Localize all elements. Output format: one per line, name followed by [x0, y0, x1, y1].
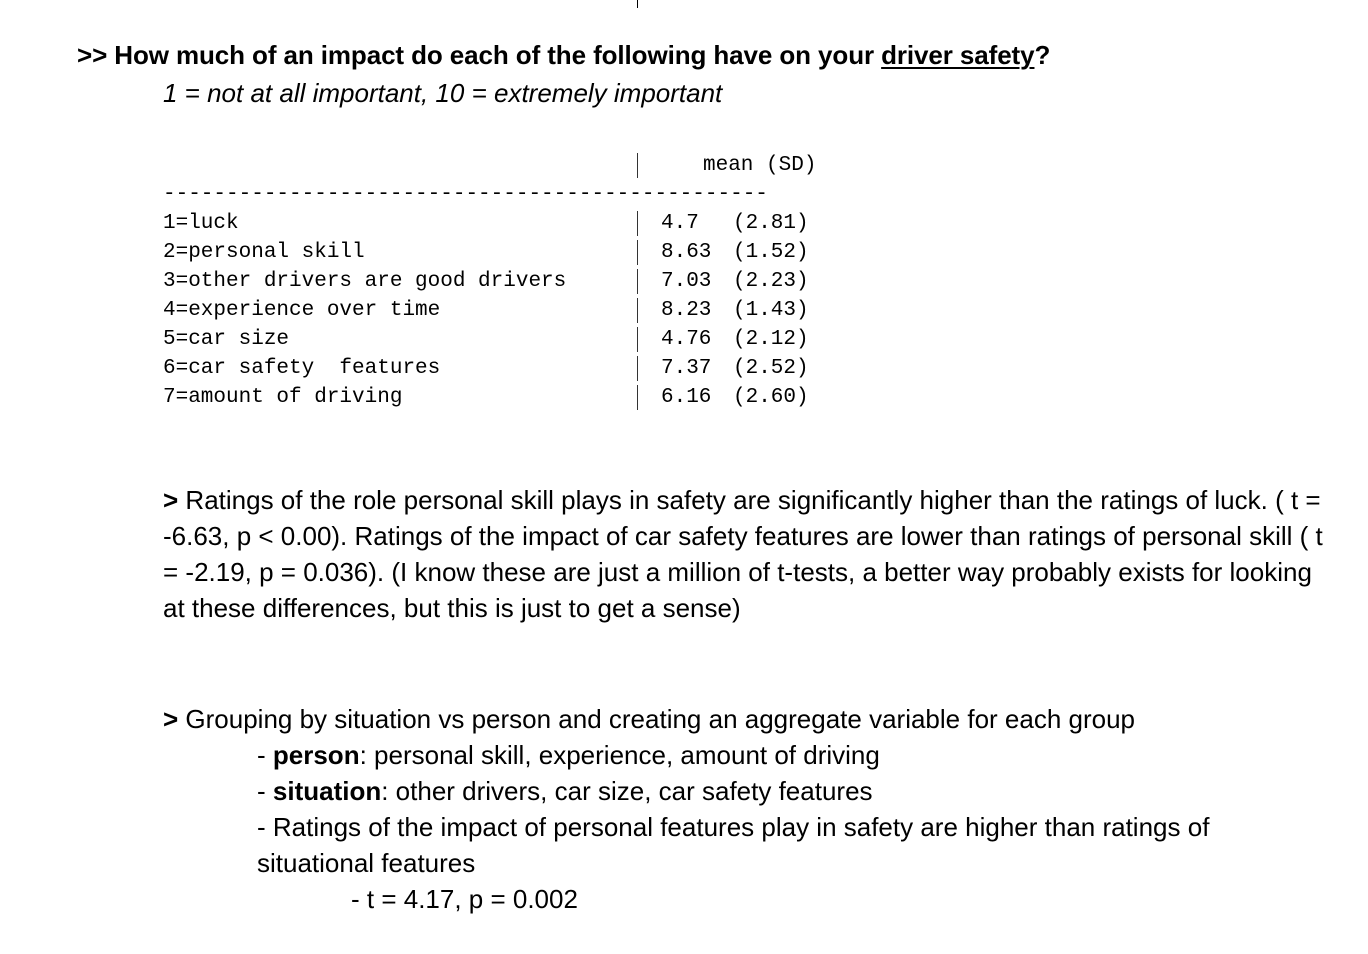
row-mean: 8.63	[661, 241, 712, 264]
ttest-findings-paragraph: > Ratings of the role personal skill pla…	[163, 482, 1323, 626]
paragraph-text: Ratings of the role personal skill plays…	[163, 485, 1323, 623]
row-sd: (2.52)	[733, 357, 809, 380]
comparison-stat: - t = 4.17, p = 0.002	[351, 884, 578, 914]
column-divider	[637, 327, 638, 352]
top-rule-fragment	[637, 0, 638, 8]
group-description: : personal skill, experience, amount of …	[359, 740, 880, 770]
list-dash: -	[257, 776, 273, 806]
row-label: 1=luck	[163, 212, 239, 235]
row-sd: (2.60)	[733, 386, 809, 409]
row-mean: 6.16	[661, 386, 712, 409]
list-dash: -	[257, 740, 273, 770]
comparison-item: - Ratings of the impact of personal feat…	[257, 812, 1210, 878]
row-sd: (2.23)	[733, 270, 809, 293]
group-term: situation	[272, 776, 382, 806]
table-row: 6=car safety features 7.37 (2.52)	[163, 354, 843, 383]
bullet-marker: >	[163, 485, 179, 515]
column-divider	[637, 211, 638, 236]
question-prefix: >> How much of an impact do each of the …	[77, 40, 882, 70]
grouping-paragraph: > Grouping by situation vs person and cr…	[163, 701, 1323, 737]
survey-question: >> How much of an impact do each of the …	[77, 40, 1050, 71]
row-mean: 7.37	[661, 357, 712, 380]
row-label: 7=amount of driving	[163, 386, 403, 409]
situation-group-item: - situation: other drivers, car size, ca…	[257, 773, 873, 809]
row-mean: 8.23	[661, 299, 712, 322]
column-divider	[637, 356, 638, 381]
stat-table: mean (SD) ------------------------------…	[163, 151, 843, 412]
person-group-item: - person: personal skill, experience, am…	[257, 737, 880, 773]
group-term: person	[272, 740, 360, 770]
paragraph-text: Grouping by situation vs person and crea…	[178, 704, 1136, 734]
table-row: 7=amount of driving 6.16 (2.60)	[163, 383, 843, 412]
table-row: 1=luck 4.7 (2.81)	[163, 209, 843, 238]
column-divider	[637, 269, 638, 294]
scale-note: 1 = not at all important, 10 = extremely…	[163, 78, 723, 108]
row-mean: 7.03	[661, 270, 712, 293]
table-row: 3=other drivers are good drivers 7.03 (2…	[163, 267, 843, 296]
row-sd: (2.81)	[733, 212, 809, 235]
column-divider	[637, 153, 638, 178]
question-suffix: ?	[1034, 40, 1051, 70]
row-mean: 4.76	[661, 328, 712, 351]
row-label: 3=other drivers are good drivers	[163, 270, 567, 293]
group-description: : other drivers, car size, car safety fe…	[381, 776, 873, 806]
table-row: 2=personal skill 8.63 (1.52)	[163, 238, 843, 267]
column-divider	[637, 298, 638, 323]
row-label: 6=car safety features	[163, 357, 441, 380]
question-underlined-term: driver safety	[881, 40, 1035, 70]
table-header-label: mean (SD)	[703, 154, 817, 177]
row-sd: (1.43)	[733, 299, 809, 322]
row-mean: 4.7	[661, 212, 699, 235]
table-dash-separator: ----------------------------------------…	[163, 183, 768, 206]
table-header-row: mean (SD)	[163, 151, 843, 180]
row-sd: (2.12)	[733, 328, 809, 351]
column-divider	[637, 385, 638, 410]
row-label: 5=car size	[163, 328, 290, 351]
column-divider	[637, 240, 638, 265]
table-row: 4=experience over time 8.23 (1.43)	[163, 296, 843, 325]
row-label: 2=personal skill	[163, 241, 365, 264]
row-sd: (1.52)	[733, 241, 809, 264]
table-row: 5=car size 4.76 (2.12)	[163, 325, 843, 354]
row-label: 4=experience over time	[163, 299, 441, 322]
bullet-marker: >	[163, 704, 179, 734]
